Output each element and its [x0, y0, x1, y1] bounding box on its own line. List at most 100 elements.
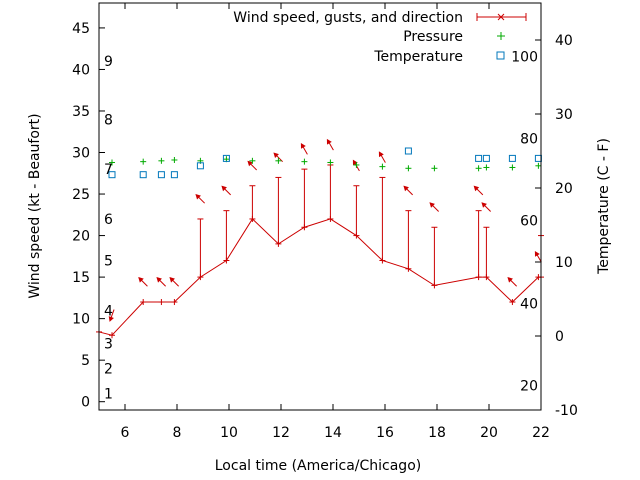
beaufort-label: 6 — [104, 212, 113, 228]
temperature-point — [404, 147, 412, 155]
legend-label-temperature: Temperature — [373, 49, 463, 65]
x-tick-label: 16 — [376, 425, 394, 441]
wind-speed-point — [475, 274, 482, 281]
wind-speed-point — [171, 299, 178, 306]
y2-tick-label: 20 — [555, 181, 573, 197]
pressure-point — [109, 159, 115, 166]
beaufort-label: 9 — [104, 54, 113, 70]
wind-direction-arrow — [169, 277, 179, 287]
fahrenheit-label: 60 — [520, 214, 538, 230]
pressure-point — [140, 158, 147, 165]
legend-marker-pressure — [497, 32, 505, 40]
y2-tick-label: 40 — [555, 33, 573, 49]
y-tick-label: 35 — [72, 104, 90, 120]
pressure-point — [535, 162, 542, 169]
wind-speed-point — [197, 274, 204, 281]
beaufort-label: 3 — [104, 337, 113, 353]
y-tick-label: 5 — [81, 353, 90, 369]
y-axis-title: Wind speed (kt - Beaufort) — [27, 113, 43, 298]
x-tick-label: 22 — [532, 425, 550, 441]
wind-speed-point — [275, 240, 282, 247]
wind-direction-arrow — [481, 202, 491, 212]
wind-speed-point — [327, 215, 334, 222]
x-tick-label: 8 — [173, 425, 182, 441]
tick-layer — [99, 3, 542, 411]
pressure-point — [483, 164, 490, 171]
wind-speed-point — [109, 332, 115, 339]
wind-speed-point — [405, 265, 412, 272]
y-tick-label: 45 — [72, 21, 90, 37]
temperature-point — [222, 154, 230, 162]
temperature-point — [508, 154, 516, 162]
wind-direction-arrow — [403, 185, 413, 196]
wind-direction-arrow — [326, 138, 334, 151]
x-tick-label: 18 — [428, 425, 446, 441]
data-layer — [96, 138, 544, 339]
plot-frame — [98, 2, 542, 411]
legend-swatch-wind — [476, 13, 527, 21]
wind-direction-arrow — [534, 251, 542, 263]
beaufort-label: 1 — [104, 386, 113, 402]
x-tick-label: 20 — [480, 425, 498, 441]
beaufort-label: 5 — [104, 253, 113, 269]
wind-direction-arrow — [300, 143, 308, 155]
wind-speed-point — [140, 299, 147, 306]
pressure-point — [171, 156, 178, 163]
wind-speed-point — [353, 232, 360, 239]
wind-direction-arrow — [156, 277, 166, 287]
temperature-point — [139, 171, 147, 179]
temperature-point — [475, 154, 483, 162]
beaufort-label: 8 — [104, 112, 113, 128]
wind-direction-arrow — [108, 309, 115, 322]
beaufort-label: 4 — [104, 303, 113, 319]
temperature-point — [170, 171, 178, 179]
wind-direction-arrow — [273, 152, 283, 163]
pressure-point — [353, 161, 360, 168]
wind-speed-point — [158, 299, 165, 306]
pressure-point — [327, 159, 334, 166]
x-tick-label: 14 — [324, 425, 342, 441]
wind-direction-arrow — [221, 185, 231, 196]
y2-tick-label: 0 — [555, 329, 564, 345]
x-tick-label: 6 — [121, 425, 130, 441]
y-tick-label: 30 — [72, 146, 90, 162]
wind-direction-arrow — [378, 151, 386, 163]
wind-direction-arrow — [473, 185, 484, 196]
pressure-point — [158, 157, 165, 164]
fahrenheit-label: 80 — [520, 131, 538, 147]
wind-speed-point — [431, 282, 438, 289]
legend-marker-temperature — [496, 51, 505, 60]
y-tick-label: 10 — [72, 312, 90, 328]
pressure-point — [475, 165, 482, 172]
pressure-point — [509, 164, 516, 171]
wind-speed-point — [509, 299, 516, 306]
y2-axis-title: Temperature (C - F) — [596, 138, 612, 275]
wind-speed-line — [98, 218, 541, 336]
pressure-point — [431, 165, 438, 172]
y-tick-label: 15 — [72, 270, 90, 286]
y2-tick-label: -10 — [555, 403, 578, 419]
fahrenheit-label: 100 — [511, 49, 538, 65]
legend-label-pressure: Pressure — [403, 29, 463, 45]
y2-tick-label: 30 — [555, 107, 573, 123]
legend: Wind speed, gusts, and direction Pressur… — [233, 10, 527, 65]
pressure-point — [301, 158, 308, 165]
wind-direction-arrow — [195, 193, 205, 204]
beaufort-label: 7 — [104, 162, 113, 178]
wind-speed-point — [223, 257, 230, 264]
beaufort-label: 2 — [104, 361, 113, 377]
legend-label-wind: Wind speed, gusts, and direction — [233, 10, 463, 26]
y-tick-label: 25 — [72, 187, 90, 203]
wind-speed-point — [301, 224, 308, 231]
x-tick-label: 12 — [272, 425, 290, 441]
y-tick-label: 20 — [72, 229, 90, 245]
wind-direction-arrow — [507, 277, 517, 287]
temperature-point — [196, 162, 204, 170]
temperature-point — [482, 154, 490, 162]
pressure-point — [379, 163, 386, 170]
temperature-point — [157, 171, 165, 179]
y2-tick-label: 10 — [555, 255, 573, 271]
y-tick-label: 40 — [72, 62, 90, 78]
wind-speed-point — [249, 215, 256, 222]
